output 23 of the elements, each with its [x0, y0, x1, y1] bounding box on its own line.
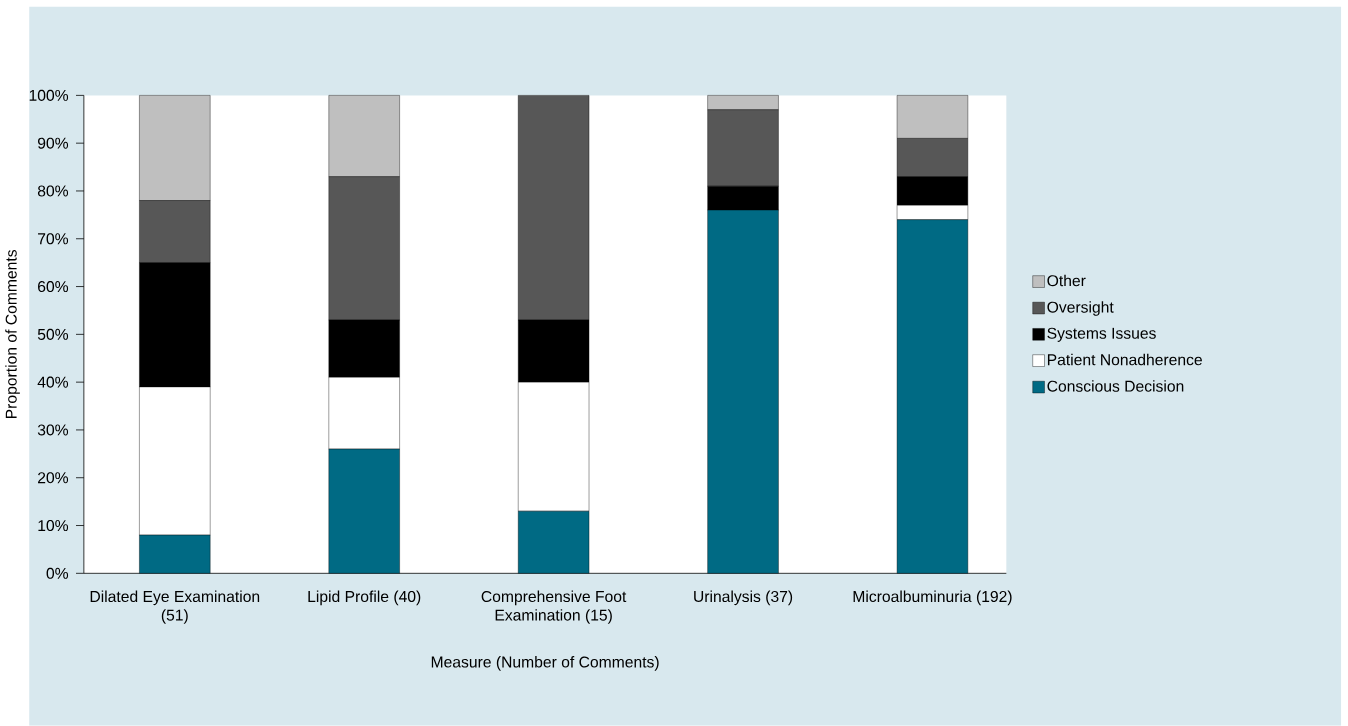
y-tick-label: 20%: [38, 472, 69, 484]
y-tick-label: 40%: [37, 376, 69, 388]
y-tick-label: 50%: [37, 328, 69, 341]
y-tick-label: 10%: [38, 520, 69, 532]
x-tick-label: Comprehensive Foot Examination (15): [481, 590, 627, 624]
y-axis-title: Proportion of Comments: [5, 250, 20, 419]
y-tick-label: 0%: [46, 567, 69, 579]
legend-label: Oversight: [1047, 301, 1114, 316]
x-tick-label: Dilated Eye Examination (51): [90, 590, 260, 624]
x-tick-label: Lipid Profile (40): [308, 590, 421, 606]
x-axis-title: Measure (Number of Comments): [431, 656, 659, 671]
y-tick-label: 70%: [38, 233, 69, 245]
legend-label: Other: [1047, 274, 1086, 287]
y-tick-label: 90%: [37, 137, 69, 149]
y-tick-label: 60%: [38, 281, 69, 293]
x-tick-label: Urinalysis (37): [694, 590, 793, 606]
y-tick-label: 80%: [37, 185, 69, 197]
legend-label: Conscious Decision: [1047, 380, 1184, 392]
x-tick-label: Microalbuminuria (192): [853, 590, 1012, 606]
y-tick-label: 100%: [29, 89, 69, 102]
y-tick-label: 30%: [37, 424, 69, 436]
legend-label: Patient Nonadherence: [1047, 353, 1202, 366]
legend-label: Systems Issues: [1047, 327, 1156, 343]
